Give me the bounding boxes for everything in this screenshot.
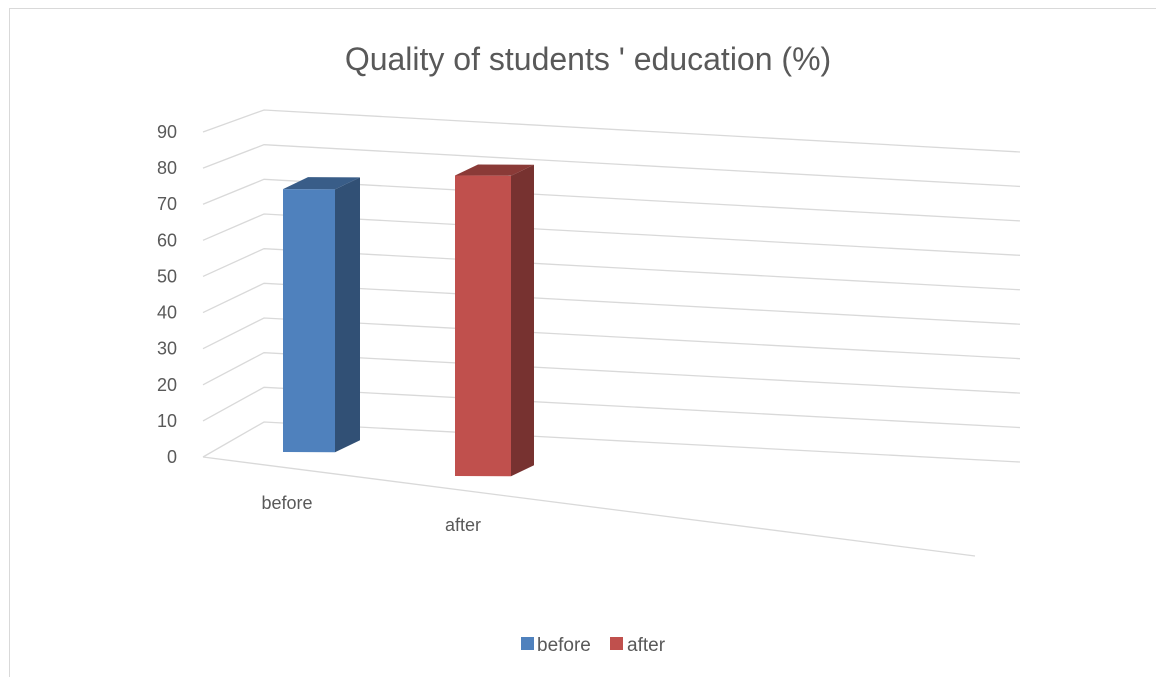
x-tick-label: before [261, 493, 312, 513]
bar-top [283, 177, 360, 190]
x-tick-label: after [445, 515, 481, 535]
gridline [202, 178, 1021, 222]
floor-edge [202, 456, 976, 557]
y-tick-label: 60 [157, 230, 177, 250]
bar-side [335, 177, 360, 453]
gridline [202, 421, 1021, 463]
bar-before [283, 189, 335, 453]
gridline [202, 248, 1021, 291]
y-tick-label: 0 [167, 447, 177, 467]
x-axis: before after [261, 493, 481, 535]
y-tick-label: 90 [157, 122, 177, 142]
chart-title: Quality of students ' education (%) [345, 41, 831, 77]
bars [283, 164, 534, 477]
chart-walls [202, 109, 1021, 557]
gridline [202, 282, 1021, 325]
y-tick-label: 10 [157, 411, 177, 431]
legend-label: before [537, 635, 591, 656]
legend-swatch [610, 637, 623, 650]
legend-swatch [521, 637, 534, 650]
gridline [202, 352, 1021, 394]
y-tick-label: 80 [157, 158, 177, 178]
gridline [202, 109, 1021, 153]
bar-after [455, 175, 511, 477]
bar-side [511, 164, 534, 477]
legend: before after [521, 635, 666, 656]
bar-top [455, 164, 534, 176]
chart-area [9, 8, 1156, 677]
y-tick-label: 70 [157, 194, 177, 214]
gridline [202, 144, 1021, 188]
gridline [202, 213, 1021, 256]
gridline [202, 386, 1021, 429]
y-tick-label: 50 [157, 266, 177, 286]
y-tick-label: 40 [157, 303, 177, 323]
y-tick-label: 20 [157, 375, 177, 395]
legend-label: after [627, 635, 666, 656]
y-tick-label: 30 [157, 339, 177, 359]
y-axis: 0 10 20 30 40 50 60 70 80 90 [157, 122, 177, 467]
gridline [202, 317, 1021, 360]
